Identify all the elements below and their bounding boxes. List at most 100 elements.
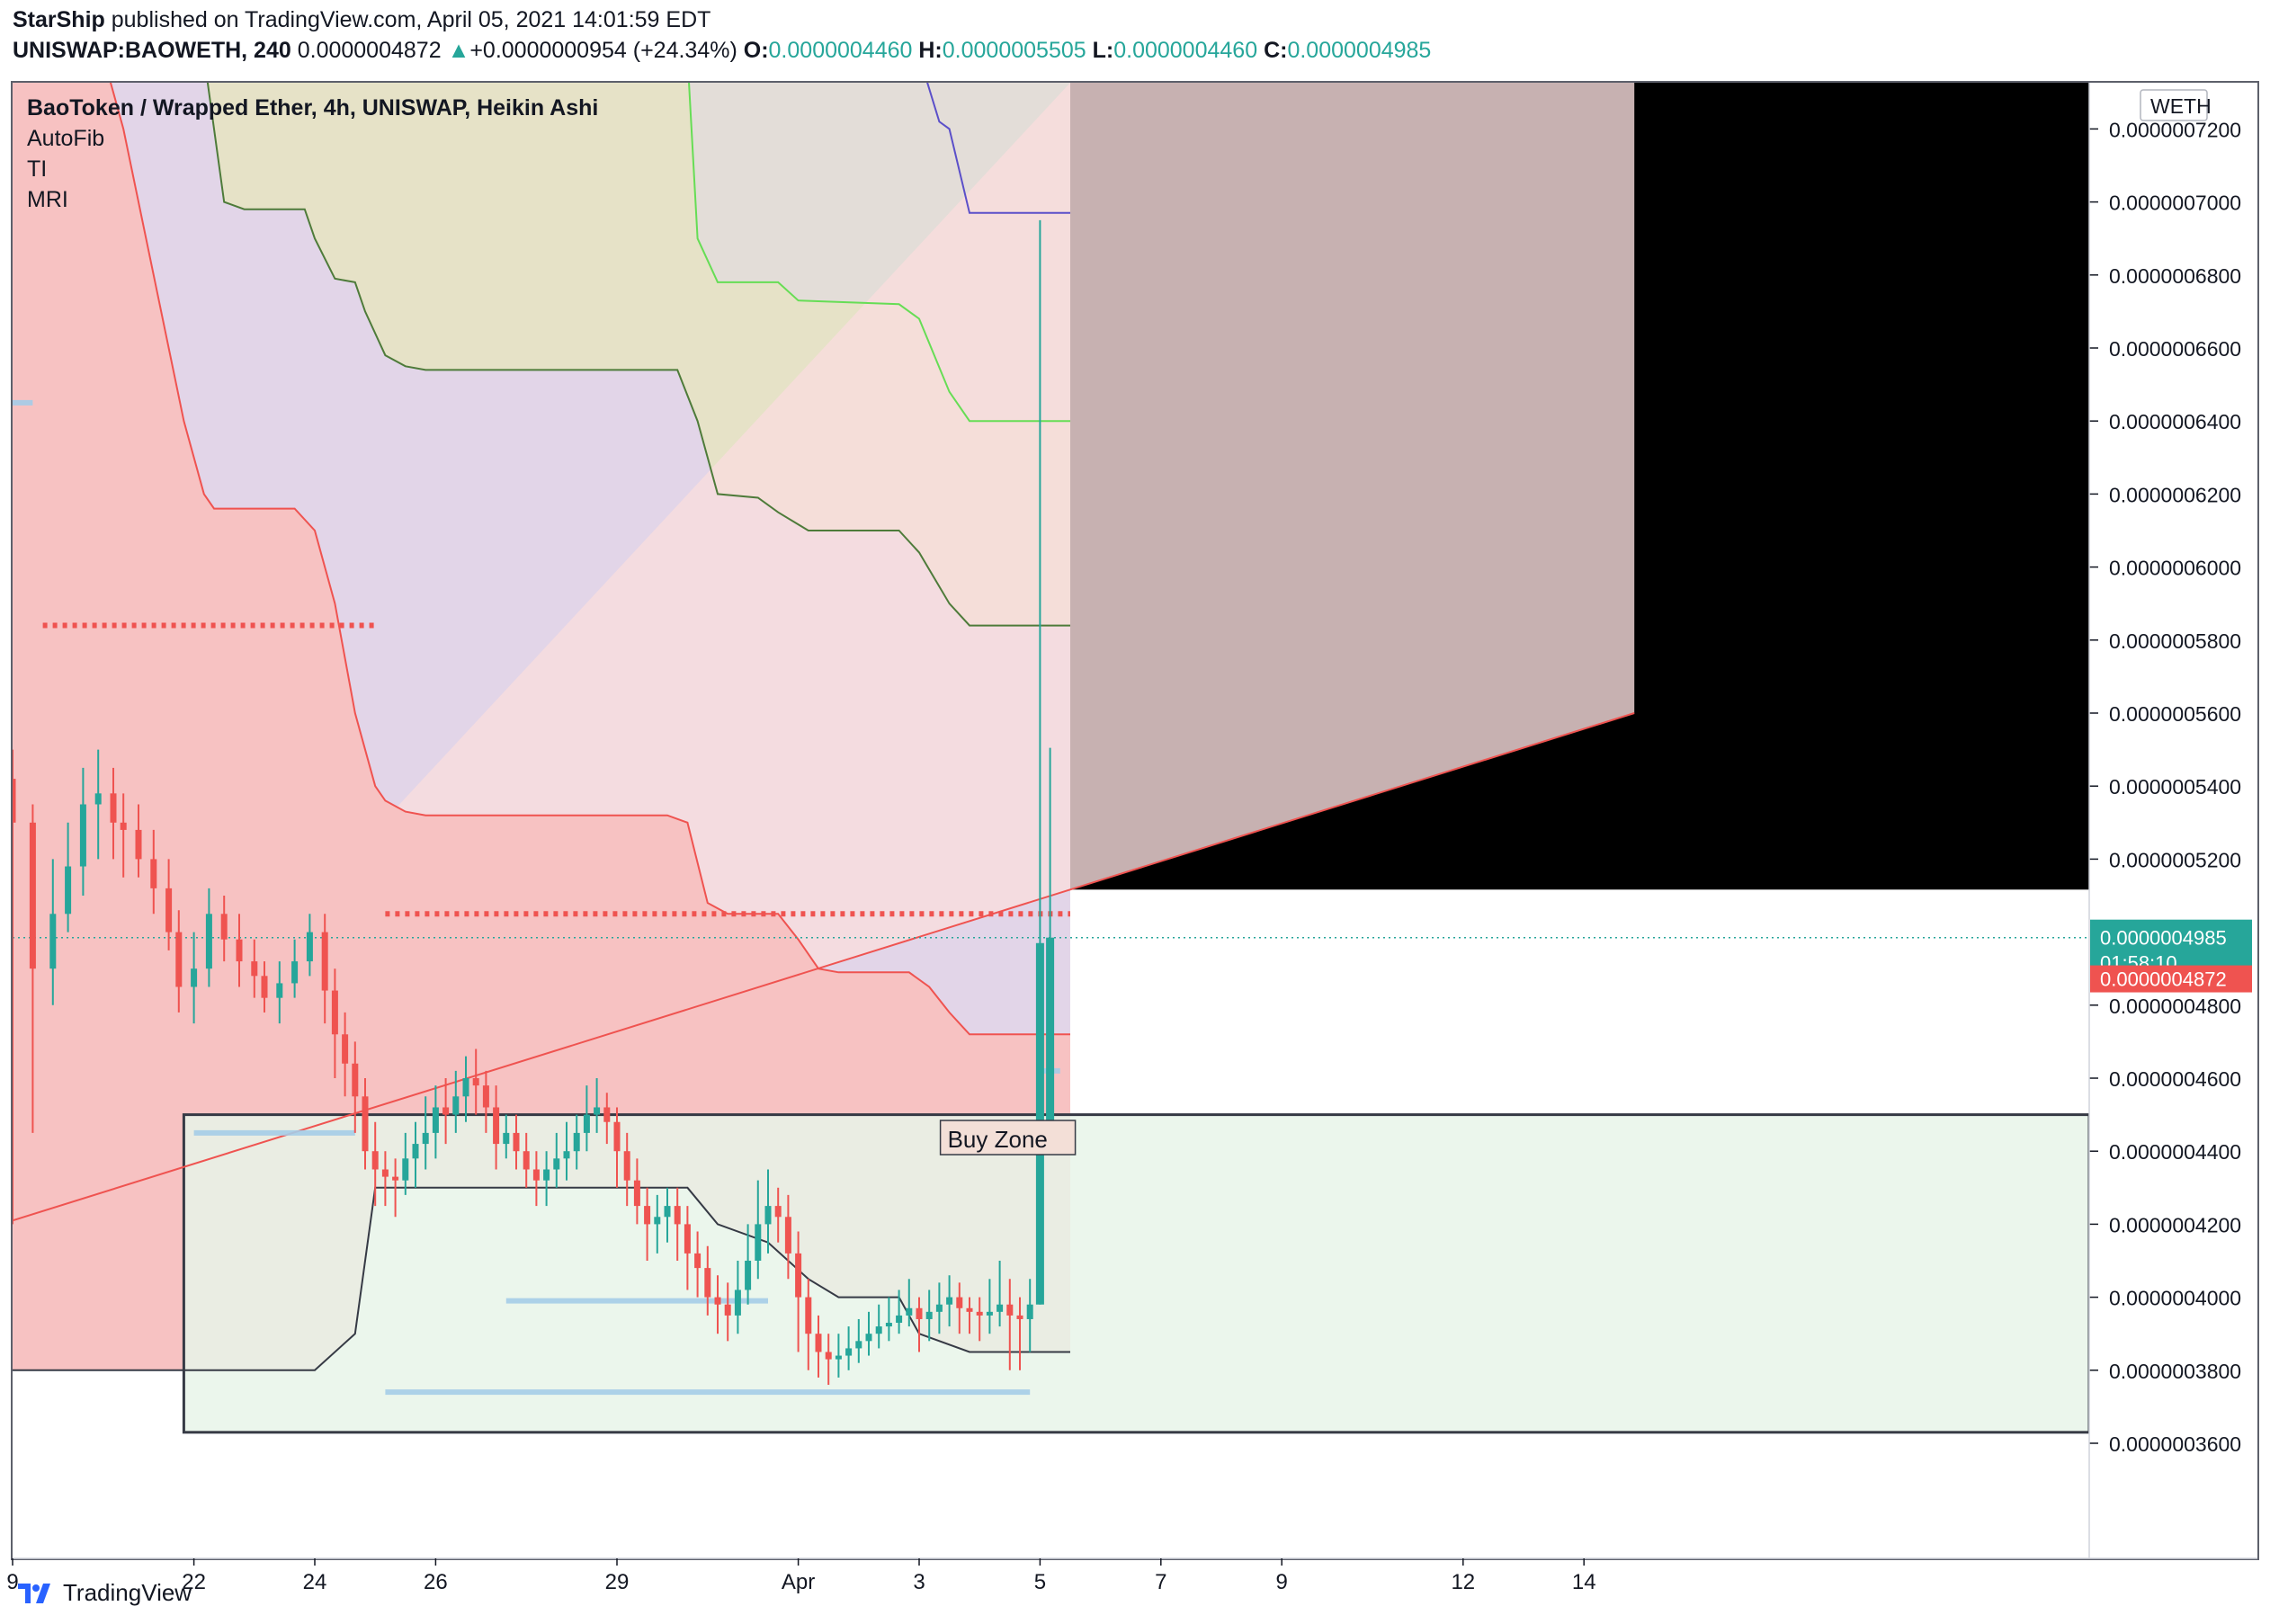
candle-body xyxy=(452,1096,460,1115)
candle-body xyxy=(745,1261,752,1290)
buy-zone-border xyxy=(182,1113,2089,1434)
candle-body xyxy=(321,932,328,991)
legend-indicator[interactable]: AutoFib xyxy=(27,126,104,151)
candle xyxy=(764,1169,772,1254)
candle-body xyxy=(916,1307,923,1319)
candle xyxy=(1046,747,1055,1129)
candle-body xyxy=(205,914,212,969)
open-label: O: xyxy=(743,38,769,63)
candle-body xyxy=(49,914,57,969)
trendline xyxy=(13,712,1635,1222)
candle xyxy=(236,914,243,987)
candle xyxy=(613,1107,621,1188)
candle xyxy=(65,822,72,932)
candle-body xyxy=(946,1297,953,1305)
candle xyxy=(896,1289,903,1334)
candle-body xyxy=(966,1307,973,1312)
candle xyxy=(482,1070,489,1133)
candle xyxy=(946,1275,953,1327)
symbol-label[interactable]: UNISWAP:BAOWETH, 240 xyxy=(13,38,291,63)
candle xyxy=(583,1085,590,1152)
candle-body xyxy=(532,1169,540,1181)
candle xyxy=(573,1114,580,1170)
candle-body xyxy=(472,1078,479,1086)
candle-body xyxy=(644,1206,651,1225)
candle-body xyxy=(633,1180,640,1207)
author-name[interactable]: StarShip xyxy=(13,7,105,32)
candle-body xyxy=(1026,1304,1033,1319)
zone-red-overlay xyxy=(13,83,1070,1370)
candle xyxy=(553,1132,560,1188)
candle xyxy=(306,914,313,977)
candle xyxy=(845,1326,853,1370)
candle-body xyxy=(493,1107,500,1145)
candle-body xyxy=(835,1355,842,1360)
y-tick-label: 0.0000006200 xyxy=(2109,483,2241,506)
y-tick-label: 0.0000005400 xyxy=(2109,775,2241,799)
x-tick-label: Apr xyxy=(782,1570,815,1594)
change-value: +0.0000000954 (+24.34%) xyxy=(469,38,737,63)
candle-body xyxy=(694,1253,702,1269)
legend-indicator[interactable]: TI xyxy=(27,156,47,182)
candle-body xyxy=(845,1348,853,1356)
candle-body xyxy=(306,932,313,962)
candle xyxy=(94,749,102,860)
x-tick-label: 29 xyxy=(605,1570,630,1594)
candle xyxy=(784,1194,791,1280)
band-olive-upper xyxy=(688,83,1070,423)
currency-label-text: WETH xyxy=(2150,94,2212,118)
candle-body xyxy=(412,1144,419,1159)
candle-body xyxy=(543,1169,550,1181)
band-purple-lower-line xyxy=(926,83,1070,214)
candle-body xyxy=(220,914,228,940)
last-price-value: 0.0000004985 xyxy=(2100,927,2227,950)
candle xyxy=(916,1297,923,1352)
candle-body xyxy=(684,1224,691,1254)
ohlc-bar: UNISWAP:BAOWETH, 240 0.0000004872 ▲+0.00… xyxy=(13,38,1431,64)
candle-body xyxy=(1046,937,1055,1129)
candle xyxy=(150,829,157,915)
candle xyxy=(523,1132,530,1188)
candle xyxy=(352,1041,359,1133)
x-tick-label: 26 xyxy=(424,1570,448,1594)
candle-body xyxy=(381,1169,389,1177)
y-tick-label: 0.0000005200 xyxy=(2109,848,2241,871)
high-value: 0.0000005505 xyxy=(942,38,1086,63)
candle-body xyxy=(291,961,299,984)
currency-label-box xyxy=(2140,89,2208,121)
candle xyxy=(885,1297,892,1342)
candle-body xyxy=(513,1132,520,1152)
candle-body xyxy=(120,822,127,830)
candle xyxy=(402,1132,409,1195)
x-tick-label: 14 xyxy=(1572,1570,1596,1594)
up-arrow-icon: ▲ xyxy=(447,38,470,63)
candle xyxy=(175,910,183,1013)
candle-body xyxy=(553,1158,560,1170)
y-tick-label: 0.0000004000 xyxy=(2109,1287,2241,1310)
y-tick-label: 0.0000004800 xyxy=(2109,995,2241,1018)
candle xyxy=(422,1096,429,1170)
candle-body xyxy=(362,1096,369,1152)
candle xyxy=(684,1206,691,1290)
candle-body xyxy=(442,1107,450,1115)
candle-body xyxy=(503,1132,510,1145)
candle-body xyxy=(603,1107,611,1122)
candle-body xyxy=(236,939,243,962)
candle xyxy=(996,1261,1004,1327)
candle-body xyxy=(402,1158,409,1181)
band-purple-upper xyxy=(206,83,1070,627)
y-tick-label: 0.0000003600 xyxy=(2109,1432,2241,1456)
legend-indicator[interactable]: MRI xyxy=(27,187,68,212)
last-price: 0.0000004872 xyxy=(297,38,442,63)
footer-brand[interactable]: TradingView xyxy=(63,1579,192,1606)
candle-body xyxy=(135,829,142,860)
candle-body xyxy=(165,888,173,932)
band-red-upper xyxy=(109,83,1070,1036)
candle-body xyxy=(855,1341,862,1349)
candle xyxy=(1016,1297,1023,1370)
x-tick-label: 3 xyxy=(913,1570,925,1594)
candle-body xyxy=(885,1323,892,1327)
candle xyxy=(594,1078,601,1133)
y-tick-label: 0.0000007200 xyxy=(2109,118,2241,141)
